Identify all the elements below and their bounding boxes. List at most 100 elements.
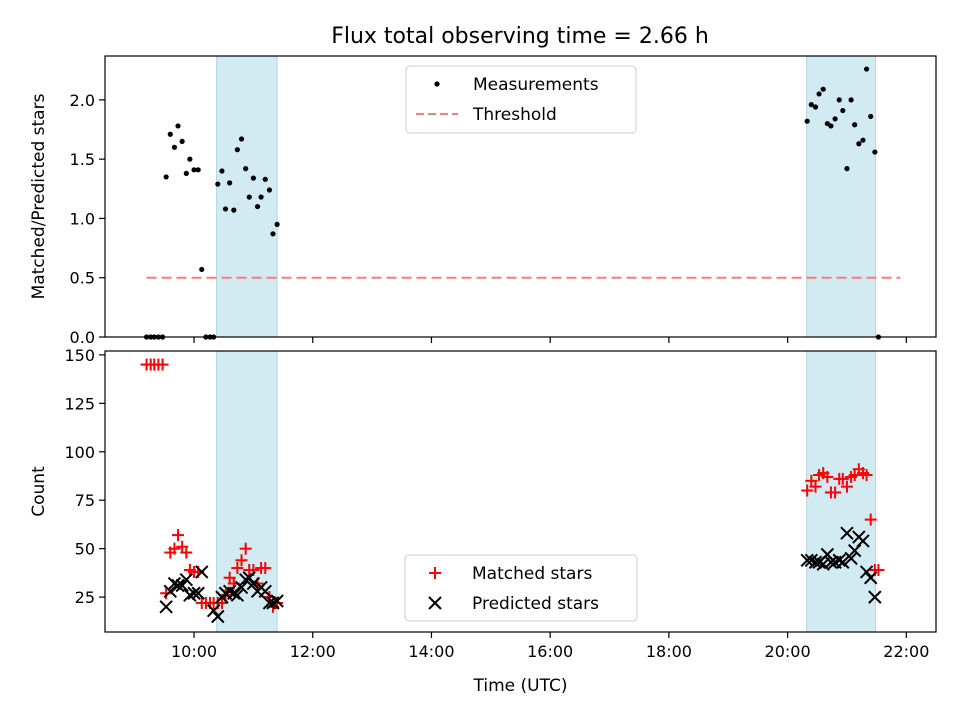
bot-y-tick-label: 50: [75, 540, 95, 559]
top-legend[interactable]: Measurements Threshold: [405, 65, 637, 134]
predicted-star-point: [234, 580, 249, 595]
measurement-point: [234, 147, 240, 153]
measurement-point: [868, 113, 874, 120]
measurement-point: [820, 86, 826, 92]
measurement-point: [246, 194, 252, 200]
matched-star-point: [821, 470, 834, 483]
top-y-axis-label: Matched/Predicted stars: [29, 93, 49, 299]
bot-y-tick-label: 75: [75, 491, 95, 510]
measurement-point: [863, 66, 870, 72]
predicted-star-point: [175, 578, 189, 593]
predicted-star-point: [227, 586, 241, 600]
predicted-star-point: [167, 576, 182, 591]
matched-star-point: [215, 596, 228, 609]
predicted-star-point: [804, 553, 819, 568]
matched-star-point: [809, 480, 822, 493]
predicted-star-point: [262, 596, 277, 610]
measurement-point: [227, 180, 233, 186]
matched-star-point: [864, 513, 877, 526]
predicted-star-point: [246, 576, 261, 591]
top-y-tick-label: 2.0: [70, 91, 95, 110]
measurement-point: [163, 174, 169, 180]
x-tick-label: 18:00: [646, 642, 692, 661]
measurement-point: [171, 144, 178, 150]
bottom-axes-frame: [104, 350, 937, 633]
measurement-point: [836, 97, 842, 103]
predicted-star-point: [864, 571, 878, 585]
bottom-legend[interactable]: Matched stars Predicted stars: [404, 554, 638, 622]
top-panel: 0.0 0.5 1.0 1.5 2.0 Matched/Predicted stars: [29, 55, 937, 347]
matched-star-point: [840, 480, 853, 493]
measurement-point: [266, 187, 273, 193]
matched-star-point: [259, 562, 272, 575]
measurement-point: [195, 167, 201, 173]
predicted-star-point: [266, 596, 280, 610]
measurement-point: [199, 266, 205, 273]
predicted-star-point: [832, 553, 846, 568]
measurement-point: [254, 203, 261, 210]
measurement-point: [262, 176, 268, 182]
matched-star-point: [160, 587, 173, 600]
predicted-star-point: [195, 565, 209, 579]
measurement-point: [832, 116, 838, 122]
chart-title: Flux total observing time = 2.66 h: [331, 24, 709, 49]
predicted-star-point: [258, 584, 272, 599]
measurement-point: [238, 136, 245, 142]
matched-star-point: [836, 472, 849, 485]
matched-star-point: [829, 486, 842, 499]
x-tick-label: 22:00: [883, 642, 929, 661]
predicted-star-point: [836, 555, 850, 569]
measurement-point: [243, 166, 249, 172]
predicted-star-point: [242, 571, 256, 585]
measurement-point: [219, 168, 225, 174]
bot-y-tick-label: 25: [75, 588, 95, 607]
bottom-ticks: 25 50 75 100 125 150 10:00 12:00 14:00 16:00 18:00…: [64, 346, 929, 661]
measurement-point: [804, 118, 810, 124]
bot-y-tick-label: 125: [64, 394, 95, 413]
measurement-point: [258, 194, 264, 200]
measurement-point: [848, 97, 854, 103]
measurement-point: [860, 137, 866, 143]
predicted-star-point: [856, 534, 870, 548]
predicted-star-point: [187, 586, 201, 600]
legend-measurements-marker: [434, 81, 440, 87]
predicted-star-point: [222, 584, 237, 599]
measurement-point: [808, 102, 814, 108]
matched-star-point: [168, 542, 181, 555]
matched-star-point: [156, 358, 169, 371]
predicted-star-point: [868, 590, 882, 604]
measurement-point: [187, 156, 193, 162]
matched-star-point: [172, 529, 185, 542]
predicted-star-point: [808, 555, 823, 569]
predicted-star-point: [206, 603, 221, 618]
measurement-point: [250, 175, 256, 181]
legend-matched-marker: [429, 567, 441, 579]
measurement-point: [215, 181, 221, 187]
x-tick-label: 16:00: [527, 642, 573, 661]
legend-predicted-marker: [428, 596, 442, 610]
bottom-panel: 25 50 75 100 125 150 10:00 12:00 14:00 16:00 18:00…: [29, 346, 937, 696]
bot-y-tick-label: 150: [64, 346, 95, 365]
star-count-series: [140, 358, 885, 624]
matched-star-point: [872, 563, 885, 576]
measurement-point: [231, 207, 237, 213]
measurement-point: [872, 149, 878, 155]
predicted-star-point: [159, 600, 173, 614]
legend-measurements-label: Measurements: [473, 75, 599, 95]
top-ticks: 0.0 0.5 1.0 1.5 2.0: [70, 91, 907, 347]
legend-matched-label: Matched stars: [472, 564, 592, 584]
matched-star-point: [801, 484, 814, 497]
predicted-star-point: [183, 588, 197, 602]
predicted-star-point: [171, 578, 185, 593]
measurement-point: [844, 166, 850, 172]
predicted-star-point: [163, 584, 177, 599]
predicted-star-point: [844, 551, 858, 566]
top-y-tick-label: 0.0: [70, 328, 95, 347]
measurement-point: [274, 221, 280, 227]
predicted-star-point: [179, 572, 194, 587]
measurement-point: [191, 167, 197, 173]
matched-star-point: [231, 562, 244, 575]
predicted-star-point: [270, 594, 284, 608]
predicted-star-point: [816, 557, 830, 571]
measurement-point: [175, 123, 181, 129]
